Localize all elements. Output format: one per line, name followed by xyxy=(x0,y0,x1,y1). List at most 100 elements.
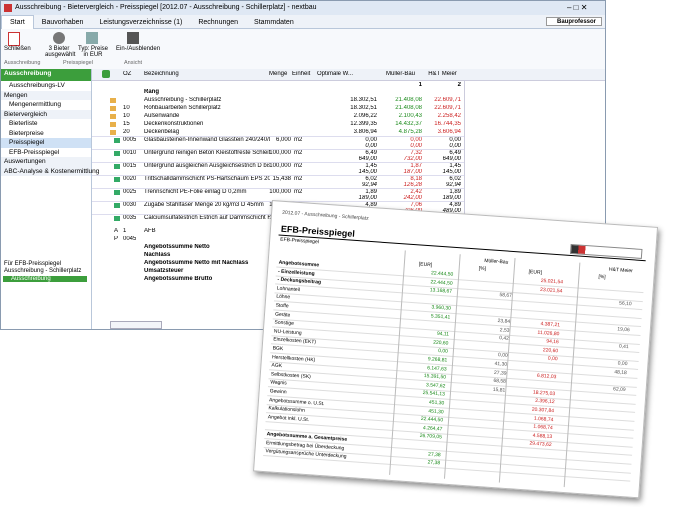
description: Angebotssumme Brutto xyxy=(144,276,213,282)
menu-tab[interactable]: Stammdaten xyxy=(254,19,294,26)
description: Nachlass xyxy=(144,252,171,258)
doc-unit: [EUR] xyxy=(528,269,543,276)
ribbon: Schließen Ausschreibung 3 Bieter ausgewä… xyxy=(1,29,605,70)
oz: 0015 xyxy=(123,163,137,169)
toolbar xyxy=(92,69,605,81)
title-bar: Ausschreibung - Bietervergleich - Preiss… xyxy=(1,1,605,15)
total: 189,00 xyxy=(358,195,377,201)
total: 0,00 xyxy=(449,143,461,149)
description: Glasbausteinen-Innenwand Glasstein 240/2… xyxy=(144,137,270,143)
price: 6,02 xyxy=(365,176,377,182)
nav-header[interactable]: Ausschreibung xyxy=(1,69,91,81)
total: 145,00 xyxy=(358,169,377,175)
description: Umsatzsteuer xyxy=(144,268,184,274)
price: 21.408,08 xyxy=(395,97,422,103)
position-icon xyxy=(114,177,120,182)
doc-unit: [EUR] xyxy=(418,261,433,269)
price: 6,49 xyxy=(449,150,461,156)
description: Trennschicht PE-Folie einlag D 0,2mm xyxy=(144,189,247,195)
price: 3.806,94 xyxy=(353,129,377,135)
price: 14.432,37 xyxy=(395,121,422,127)
column-header: Einheit xyxy=(292,71,311,77)
doc-column: Müller-Bau xyxy=(484,257,509,266)
menu-tab[interactable]: Bauvorhaben xyxy=(41,19,84,26)
description: Trittschalldämmschicht PS-Hartschaum EPS… xyxy=(144,176,270,182)
nav-item[interactable]: Bietervergleich xyxy=(1,109,91,119)
folder-icon xyxy=(110,98,116,103)
quantity: 6,000 xyxy=(275,137,291,143)
nav-item[interactable]: EFB-Preisspiegel xyxy=(9,148,60,156)
total: 489,00 xyxy=(442,208,461,214)
search-icon[interactable] xyxy=(102,70,110,78)
description: Außenwände xyxy=(144,113,180,119)
menu-tab[interactable]: Rechnungen xyxy=(198,19,239,26)
position-icon xyxy=(114,190,120,195)
total: 649,00 xyxy=(358,156,377,162)
bidder-icon xyxy=(53,32,65,44)
quantity: 100,000 xyxy=(269,189,291,195)
total: 187,00 xyxy=(403,169,422,175)
doc-unit: [%] xyxy=(478,265,487,273)
row-marker: P xyxy=(114,236,119,242)
total: 649,00 xyxy=(442,156,461,162)
total: 126,28 xyxy=(403,182,422,188)
doc-label: Wagnis xyxy=(270,379,287,387)
close-icon xyxy=(8,32,20,46)
price: 4.875,28 xyxy=(398,129,422,135)
toggle-button[interactable]: Ein-/Ausblenden xyxy=(116,46,161,52)
menu-tab[interactable]: Start xyxy=(1,15,34,29)
nav-item[interactable]: Preisspiegel xyxy=(1,138,91,148)
oz: 0005 xyxy=(123,137,137,143)
price: 22.609,71 xyxy=(434,97,461,103)
row-separator xyxy=(92,162,464,163)
price: 18.302,51 xyxy=(350,105,377,111)
column-separator xyxy=(92,80,465,329)
group-label: Ausschreibung xyxy=(4,60,41,66)
price: 21.408,08 xyxy=(395,105,422,111)
nav-item[interactable]: Bieterliste xyxy=(9,120,38,127)
total: 242,00 xyxy=(403,195,422,201)
description: Deckenbelag xyxy=(144,129,180,135)
nav-item[interactable]: Mengenermittlung xyxy=(9,101,62,108)
nav-item[interactable]: Auswertungen xyxy=(1,157,91,167)
price: 16.744,35 xyxy=(434,121,461,127)
unit: m2 xyxy=(294,150,303,156)
price: 18.302,51 xyxy=(350,97,377,103)
price: 0,00 xyxy=(449,137,461,143)
group-label: Preisspiegel xyxy=(63,60,93,66)
nav-item[interactable]: ABC-Analyse & Kostenermittlung xyxy=(1,166,99,176)
column-header: Müller-Bau xyxy=(385,71,415,77)
user-box[interactable]: Bauprofessor xyxy=(546,17,602,26)
type-button[interactable]: Typ: Preise in EUR xyxy=(78,46,109,58)
oz: 20 xyxy=(123,129,130,135)
menu-tab[interactable]: Leistungsverzeichnisse (1) xyxy=(99,19,183,26)
column-header: Menge xyxy=(269,71,288,77)
app-icon xyxy=(4,4,12,12)
price: 22.609,71 xyxy=(434,105,461,111)
doc-column: H&T Meier xyxy=(608,266,633,275)
price: 0,00 xyxy=(410,137,422,143)
price: 2.096,22 xyxy=(353,113,377,119)
nav-footer-tab[interactable]: Ausschreibung xyxy=(3,276,87,282)
nav-item[interactable]: Mengen xyxy=(1,90,91,100)
toggle-icon xyxy=(127,32,139,44)
position-icon xyxy=(114,151,120,156)
nav-footer: Für EFB-Preisspiegel xyxy=(4,261,62,267)
pager[interactable] xyxy=(110,321,162,329)
bidder-button[interactable]: 3 Bieter ausgewählt xyxy=(45,46,76,58)
column-header: H&T Meier xyxy=(428,71,457,77)
price: 1,89 xyxy=(449,189,461,195)
window-controls[interactable]: – □ ✕ xyxy=(567,3,588,12)
nav-item[interactable]: Bieterpreise xyxy=(9,129,44,137)
price: 1,45 xyxy=(365,163,377,169)
position-icon xyxy=(114,216,120,221)
quantity: 100,000 xyxy=(269,163,291,169)
price: 1,87 xyxy=(410,163,422,169)
price: 6,02 xyxy=(449,176,461,182)
rank-number: 2 xyxy=(457,82,461,88)
nav-item[interactable]: Ausschreibungs-LV xyxy=(9,82,65,89)
oz: 0020 xyxy=(123,176,137,182)
close-button[interactable]: Schließen xyxy=(4,46,31,52)
row-marker: A xyxy=(114,228,119,234)
column-header: Bezeichnung xyxy=(144,71,179,77)
